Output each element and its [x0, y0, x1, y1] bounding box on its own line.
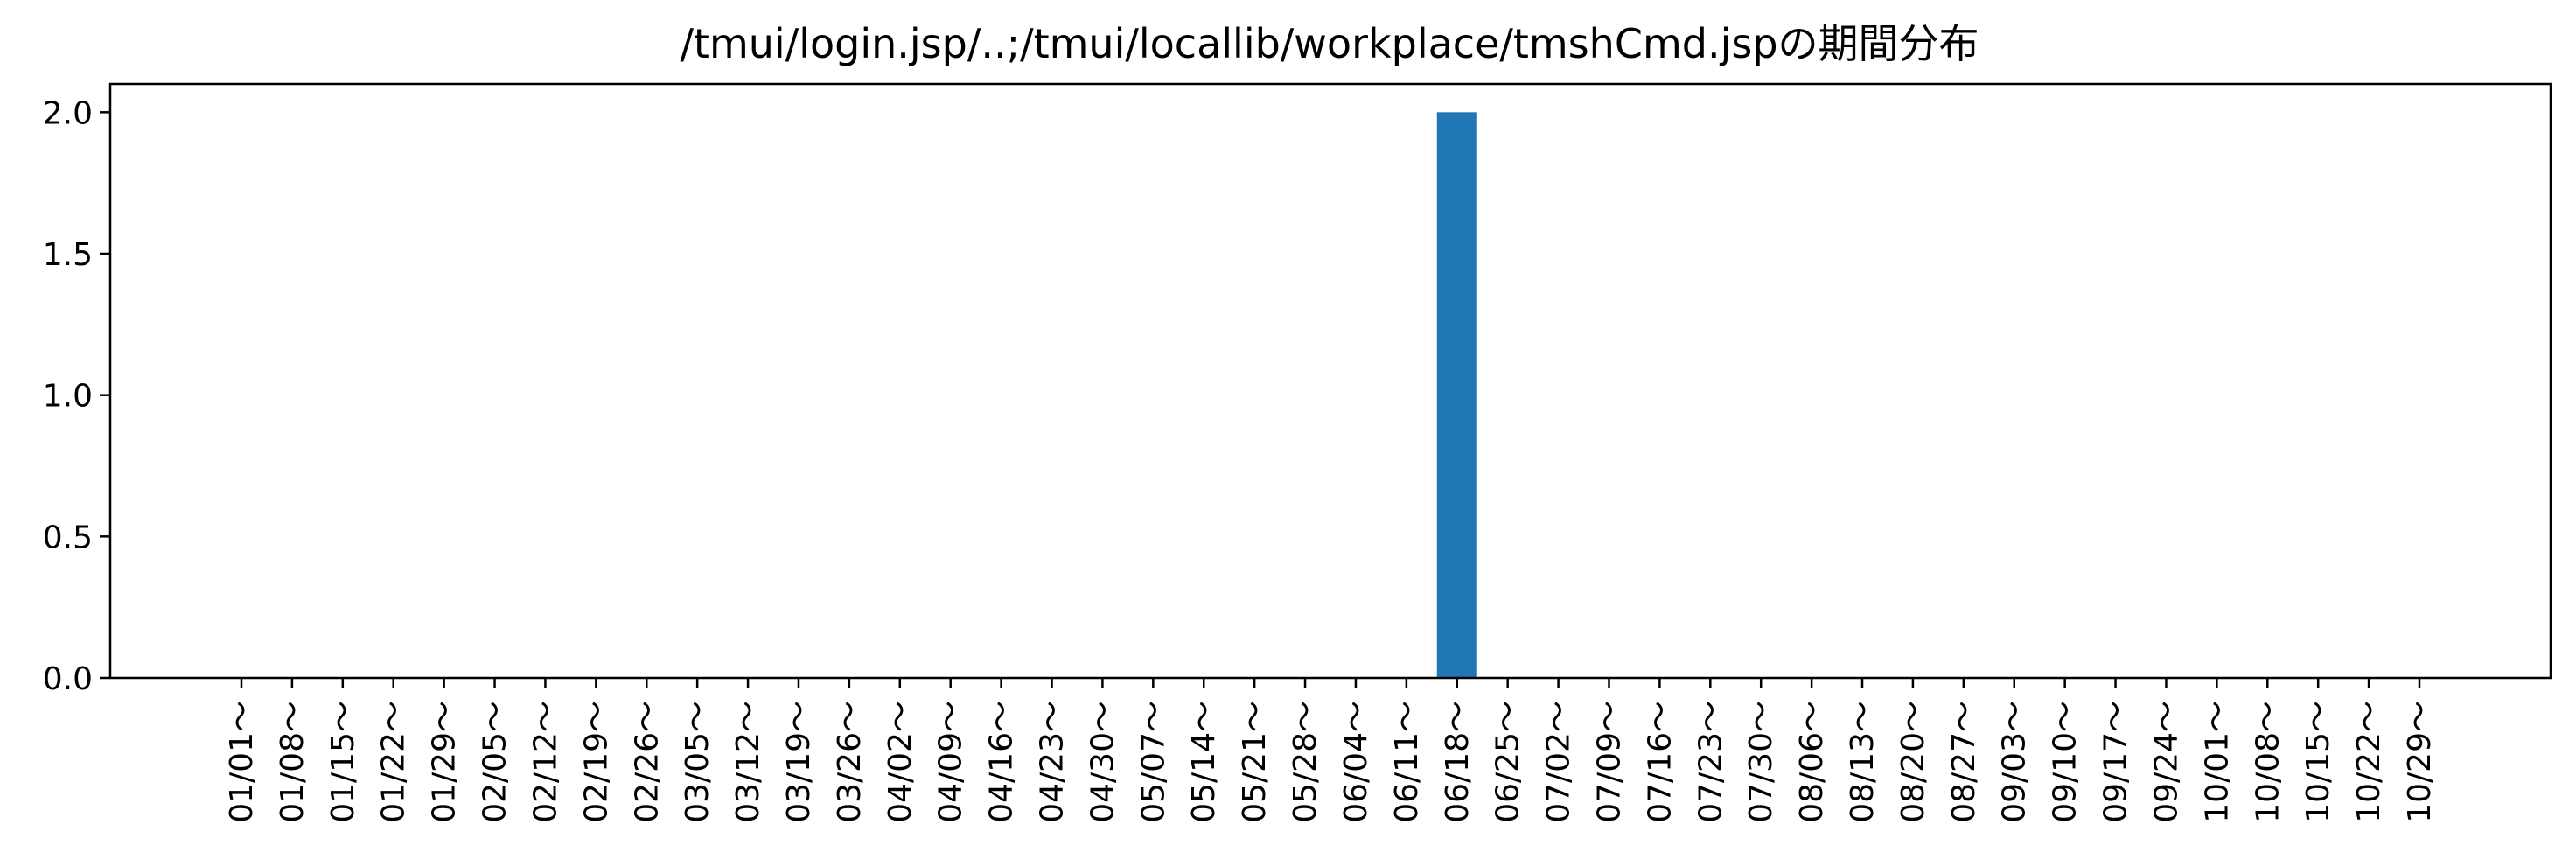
- y-tick-label: 1.5: [43, 237, 93, 273]
- x-tick-label: 02/05～: [478, 701, 513, 823]
- y-tick-label: 1.0: [43, 379, 93, 415]
- x-tick-label: 06/25～: [1490, 701, 1526, 823]
- x-tick-label: 10/29～: [2402, 701, 2438, 823]
- x-tick-label: 07/09～: [1591, 701, 1627, 823]
- x-tick-label: 05/07～: [1135, 701, 1171, 823]
- x-tick-label: 03/05～: [680, 701, 716, 823]
- x-tick-label: 01/29～: [427, 701, 463, 823]
- bar-06/18～: [1436, 112, 1477, 679]
- x-axis: 01/01～ 01/08～ 01/15～ 01/22～ 01/29～ 02/05～ 02/1…: [224, 678, 2438, 823]
- x-tick-label: 09/24～: [2148, 701, 2184, 823]
- x-tick-label: 05/14～: [1186, 701, 1222, 823]
- x-tick-label: 10/15～: [2300, 701, 2336, 823]
- x-tick-label: 08/13～: [1845, 701, 1881, 823]
- x-tick-label: 09/10～: [2048, 701, 2084, 823]
- x-tick-label: 01/22～: [376, 701, 412, 823]
- x-tick-label: 05/28～: [1288, 701, 1323, 823]
- x-tick-label: 04/02～: [883, 701, 918, 823]
- x-tick-label: 08/27～: [1946, 701, 1982, 823]
- x-tick-label: 07/02～: [1541, 701, 1577, 823]
- y-tick-label: 0.0: [43, 661, 93, 697]
- x-tick-label: 10/08～: [2250, 701, 2286, 823]
- x-tick-label: 08/20～: [1895, 701, 1931, 823]
- x-tick-label: 10/22～: [2351, 701, 2387, 823]
- x-tick-label: 07/30～: [1743, 701, 1779, 823]
- x-tick-label: 04/30～: [1085, 701, 1120, 823]
- x-tick-label: 04/09～: [933, 701, 969, 823]
- x-tick-label: 02/26～: [629, 701, 665, 823]
- x-tick-label: 07/23～: [1693, 701, 1728, 823]
- x-tick-label: 09/17～: [2098, 701, 2134, 823]
- chart-title: /tmui/login.jsp/..;/tmui/locallib/workpl…: [680, 20, 1979, 67]
- x-tick-label: 03/12～: [730, 701, 766, 823]
- y-tick-label: 2.0: [43, 95, 93, 131]
- x-tick-label: 09/03～: [1997, 701, 2033, 823]
- bars-group: [1436, 112, 1477, 679]
- x-tick-label: 03/19～: [781, 701, 817, 823]
- x-tick-label: 03/26～: [832, 701, 868, 823]
- x-tick-label: 01/01～: [224, 701, 260, 823]
- x-tick-label: 07/16～: [1642, 701, 1678, 823]
- x-tick-label: 01/08～: [275, 701, 311, 823]
- y-axis: 0.0 0.5 1.0 1.5 2.0: [43, 95, 110, 697]
- x-tick-label: 06/18～: [1440, 701, 1476, 823]
- plot-frame: [108, 82, 2552, 680]
- x-tick-label: 04/23～: [1035, 701, 1071, 823]
- x-tick-label: 01/15～: [325, 701, 361, 823]
- x-tick-label: 02/19～: [578, 701, 614, 823]
- x-tick-label: 06/11～: [1389, 701, 1425, 823]
- y-tick-label: 0.5: [43, 520, 93, 555]
- x-tick-label: 08/06～: [1794, 701, 1830, 823]
- x-tick-label: 06/04～: [1338, 701, 1374, 823]
- x-tick-label: 10/01～: [2199, 701, 2235, 823]
- x-tick-label: 05/21～: [1237, 701, 1273, 823]
- x-tick-label: 04/16～: [984, 701, 1020, 823]
- x-tick-label: 02/12～: [527, 701, 563, 823]
